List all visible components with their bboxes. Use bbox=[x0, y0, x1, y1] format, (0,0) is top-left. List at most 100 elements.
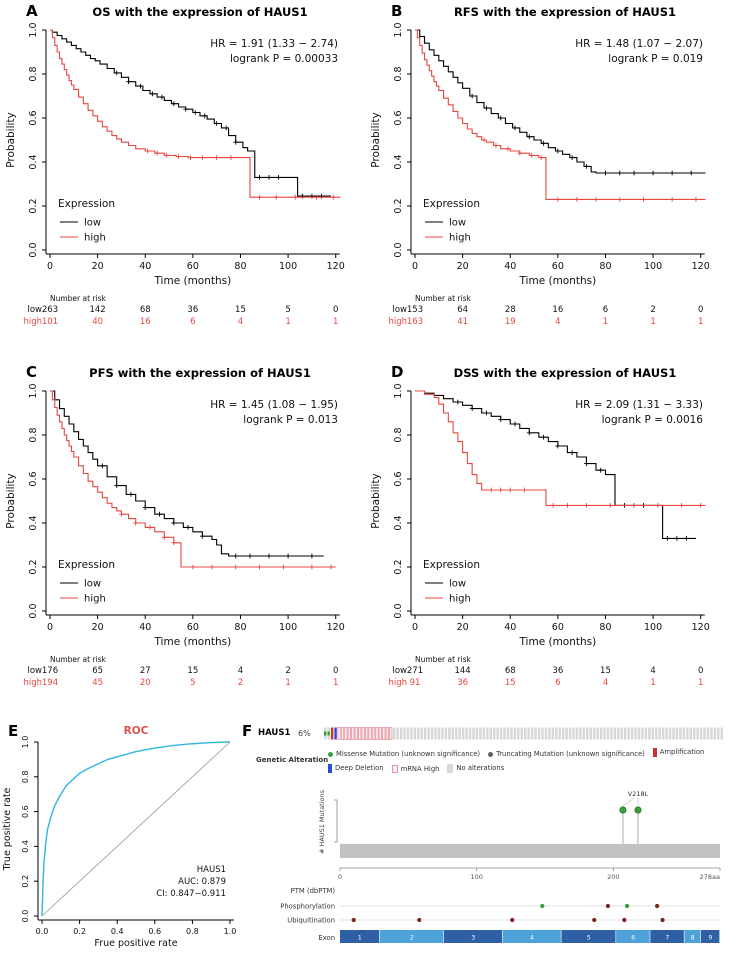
risk-value: 1 bbox=[285, 317, 291, 327]
risk-value: 1 bbox=[697, 317, 704, 327]
risk-value: 36 bbox=[552, 666, 564, 676]
censor-mark bbox=[233, 564, 239, 570]
legend-item-label: mRNA High bbox=[400, 764, 440, 773]
no-alteration-mark bbox=[655, 727, 658, 740]
no-alteration-mark bbox=[482, 727, 486, 740]
exon-segment bbox=[340, 930, 380, 943]
censor-mark bbox=[698, 503, 704, 508]
censor-mark bbox=[507, 487, 513, 493]
y-tick-label: 0.8 bbox=[28, 66, 39, 81]
y-tick-label: 0.4 bbox=[393, 154, 404, 169]
no-alteration-mark bbox=[427, 727, 430, 740]
legend-item-label: No alterations bbox=[456, 764, 505, 772]
os-km-chart: 0 20 40 60 80 100 120 0.0 0.2 0.4 0.6 0.8 1.0 Probabi… bbox=[5, 22, 345, 287]
panel-os-km: A OS with the expression of HAUS1 0 20 40 6… bbox=[0, 0, 364, 361]
mrna-high-mark bbox=[358, 727, 362, 740]
panel-title-pfs: PFS with the expression of HAUS1 bbox=[89, 366, 311, 380]
no-alteration-mark bbox=[668, 727, 672, 740]
censor-mark bbox=[655, 503, 661, 508]
ptm-site-dot bbox=[510, 917, 515, 923]
censor-mark bbox=[233, 553, 239, 559]
no-alteration-mark bbox=[637, 727, 641, 740]
exon-number: 7 bbox=[665, 935, 669, 942]
censor-mark bbox=[498, 417, 504, 422]
legend-glyph-icon bbox=[447, 763, 454, 773]
panel-title-rfs: RFS with the expression of HAUS1 bbox=[453, 5, 677, 19]
x-tick-label: 0.2 bbox=[73, 927, 86, 936]
protein-axis-tick-label: 278aa bbox=[700, 873, 720, 881]
legend-entry-label: high bbox=[449, 233, 471, 244]
ptm-site-dot bbox=[660, 917, 665, 923]
censor-mark bbox=[314, 194, 320, 200]
censor-mark bbox=[228, 155, 234, 160]
pfs-number-at-risk-table: Number at risk low 176 65 27 15 4 2 0 high 194 45 20… bbox=[0, 655, 364, 699]
risk-value: 144 bbox=[454, 666, 471, 676]
panel-letter-e: E bbox=[8, 722, 19, 740]
censor-mark bbox=[257, 564, 262, 570]
censor-mark bbox=[138, 83, 143, 89]
exon-number: 1 bbox=[358, 935, 362, 942]
mrna-high-mark bbox=[361, 727, 365, 740]
risk-value: 1 bbox=[332, 678, 339, 688]
x-axis-label: Frue positive rate bbox=[94, 938, 177, 949]
mrna-high-mark bbox=[385, 727, 389, 740]
panel-roc: E ROC 0.0 0.2 0.4 0.6 0.8 1.0 0.0 0.2 0.4 0.6 0.8 1.… bbox=[0, 722, 240, 956]
censor-mark bbox=[192, 110, 198, 115]
censor-mark bbox=[214, 155, 220, 160]
y-tick-label: 0.8 bbox=[21, 770, 30, 783]
missense-mark bbox=[327, 731, 330, 736]
dss-number-at-risk-table: Number at risk low 271 144 68 36 15 4 0 high 91 36 1… bbox=[365, 655, 729, 699]
no-alteration-mark bbox=[641, 727, 644, 740]
x-tick-label: 40 bbox=[139, 261, 151, 272]
x-tick-label: 0 bbox=[412, 622, 418, 633]
x-tick-label: 20 bbox=[92, 622, 104, 633]
no-alteration-mark bbox=[499, 727, 503, 740]
censor-mark bbox=[493, 143, 499, 148]
no-alteration-mark bbox=[599, 727, 603, 740]
hr-annotation: logrank P = 0.0016 bbox=[602, 414, 704, 426]
legend-entry-label: low bbox=[84, 218, 101, 229]
y-axis-label: Probability bbox=[370, 112, 382, 168]
censor-mark bbox=[469, 406, 475, 411]
x-tick-label: 120 bbox=[692, 622, 710, 633]
x-tick-label: 80 bbox=[234, 261, 246, 272]
censor-mark bbox=[598, 467, 604, 473]
panel-dss-km: D DSS with the expression of HAUS1 0 20 40… bbox=[365, 361, 729, 722]
exon-number: 9 bbox=[709, 935, 713, 942]
no-alteration-mark bbox=[430, 727, 434, 740]
roc-annotation: CI: 0.847−0.911 bbox=[156, 889, 226, 899]
x-tick-label: 0.8 bbox=[186, 927, 199, 936]
no-alteration-mark bbox=[627, 727, 630, 740]
censor-mark bbox=[669, 170, 675, 176]
risk-value: 163 bbox=[406, 317, 424, 327]
hr-annotation: HR = 2.09 (1.31 − 3.33) bbox=[575, 399, 703, 411]
y-tick-label: 0.6 bbox=[21, 805, 30, 818]
alteration-percent: 6% bbox=[298, 729, 311, 738]
legend-glyph-icon bbox=[328, 763, 332, 773]
legend-title: Expression bbox=[58, 559, 115, 571]
risk-value: 0 bbox=[697, 666, 704, 676]
panel-title-os: OS with the expression of HAUS1 bbox=[92, 5, 308, 19]
pfs-km-chart: 0 20 40 60 80 100 120 0.0 0.2 0.4 0.6 0.8 1.0 Probabi… bbox=[5, 383, 345, 648]
no-alteration-mark bbox=[537, 727, 541, 740]
os-number-at-risk-table: Number at risk low 263 142 68 36 15 5 0 high 101 40… bbox=[0, 294, 364, 338]
mrna-high-mark bbox=[340, 727, 345, 740]
censor-mark bbox=[199, 155, 205, 160]
genetic-alteration-legend: Missense Mutation (unknown significance)… bbox=[328, 746, 726, 777]
legend-item-label: Deep Deletion bbox=[335, 764, 384, 772]
censor-mark bbox=[498, 115, 504, 121]
y-tick-label: 1.0 bbox=[28, 22, 39, 37]
amplification-mark bbox=[330, 727, 334, 740]
no-alteration-mark bbox=[530, 727, 534, 740]
risk-value: 5 bbox=[190, 678, 196, 688]
legend-entry-label: high bbox=[449, 594, 471, 605]
mrna-high-mark bbox=[364, 727, 369, 740]
no-alteration-mark bbox=[403, 727, 406, 740]
x-tick-label: 0.4 bbox=[111, 927, 124, 936]
censor-mark bbox=[171, 520, 177, 526]
x-tick-label: 120 bbox=[327, 622, 345, 633]
risk-row-label: low bbox=[392, 666, 407, 676]
exon-segment bbox=[700, 930, 720, 943]
censor-mark bbox=[488, 487, 494, 493]
x-tick-label: 100 bbox=[644, 622, 662, 633]
